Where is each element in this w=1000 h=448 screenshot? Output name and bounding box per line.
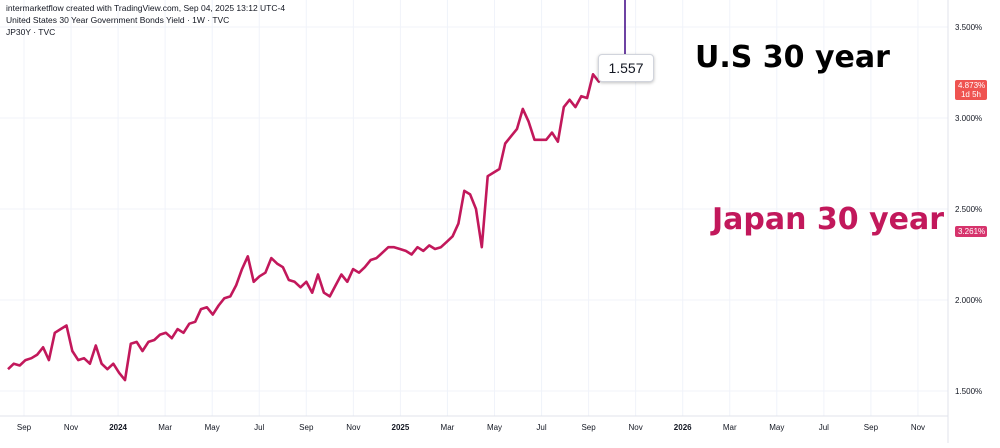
price-axis[interactable]: 1.500%2.000%2.500%3.000%3.500%4.000%4.50… — [955, 0, 982, 396]
us-bar-countdown: 1d 5h — [960, 90, 982, 99]
x-tick-label: May — [487, 423, 502, 432]
x-tick-label: Nov — [629, 423, 643, 432]
grid-lines — [0, 0, 948, 416]
us-30-year-label: U.S 30 year — [695, 40, 890, 75]
x-tick-label: Sep — [864, 423, 879, 432]
y-tick-label: 1.500% — [955, 387, 982, 396]
time-axis[interactable]: Sep Nov 2024 Mar May Jul Sep Nov 2025 Mar May Jul Se… — [17, 423, 925, 432]
x-tick-label: 2026 — [674, 423, 692, 432]
x-tick-label: 2025 — [392, 423, 410, 432]
x-tick-label: Sep — [581, 423, 596, 432]
x-tick-label: Nov — [64, 423, 78, 432]
attribution-text: intermarketflow created with TradingView… — [6, 3, 286, 13]
x-tick-label: Jul — [536, 423, 546, 432]
y-tick-label: 3.500% — [955, 23, 982, 32]
x-tick-label: May — [769, 423, 784, 432]
x-tick-label: Jul — [819, 423, 829, 432]
us-last-price-badge: 4.873% 1d 5h — [955, 80, 987, 100]
y-tick-label: 3.000% — [955, 114, 982, 123]
y-tick-label: 2.500% — [955, 205, 982, 214]
x-tick-label: Sep — [299, 423, 314, 432]
x-tick-label: Mar — [158, 423, 172, 432]
y-tick-label: 2.000% — [955, 296, 982, 305]
series-1-title[interactable]: United States 30 Year Government Bonds Y… — [6, 15, 230, 25]
x-tick-label: Nov — [346, 423, 360, 432]
us-last-price-value: 4.873% — [958, 81, 986, 90]
japan-30y-line — [7, 70, 606, 382]
x-tick-label: May — [205, 423, 220, 432]
japan-30-year-label: Japan 30 year — [712, 202, 945, 237]
x-tick-label: Nov — [911, 423, 925, 432]
x-tick-label: Mar — [441, 423, 455, 432]
jp-last-price-badge: 3.261% — [955, 226, 987, 237]
x-tick-label: Sep — [17, 423, 32, 432]
x-tick-label: Jul — [254, 423, 264, 432]
spread-value-callout: 1.557 — [598, 54, 654, 82]
x-tick-label: Mar — [723, 423, 737, 432]
series-2-title[interactable]: JP30Y · TVC — [6, 27, 56, 37]
x-tick-label: 2024 — [109, 423, 127, 432]
